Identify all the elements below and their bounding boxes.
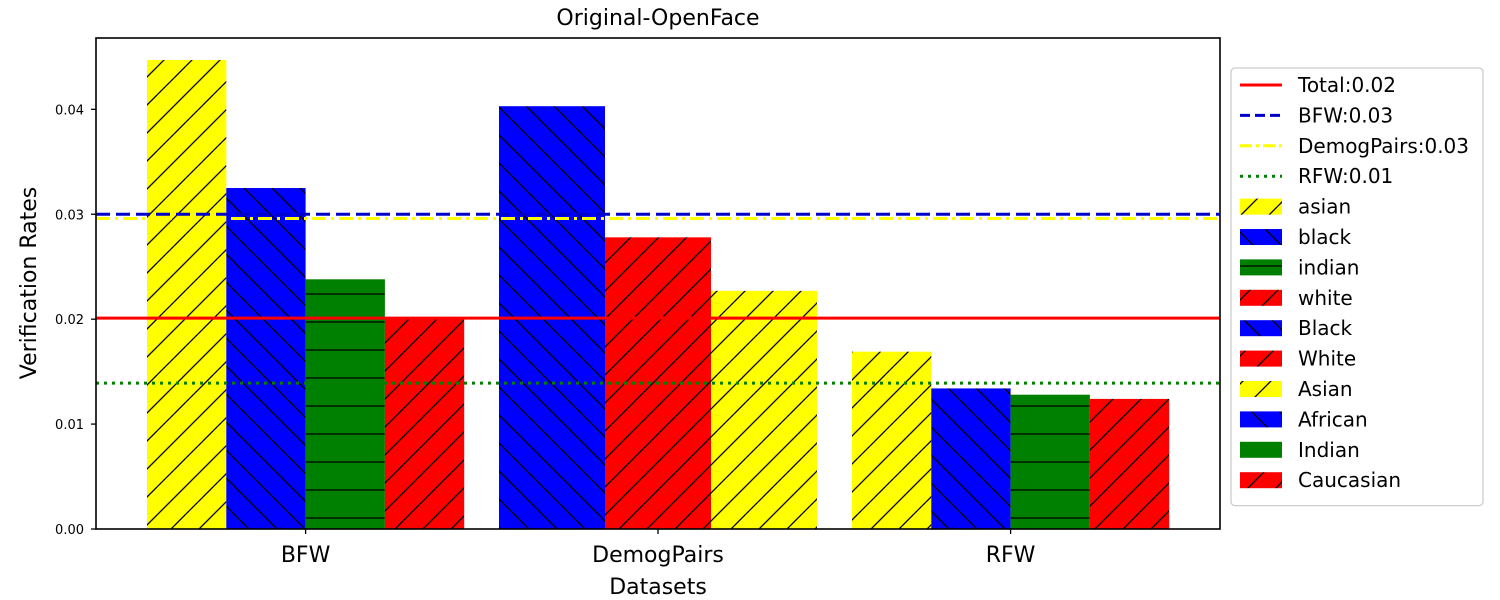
bar-rfw-caucasian — [1089, 398, 1170, 529]
x-axis: BFW DemogPairs RFW — [281, 529, 1036, 568]
y-tick-label: 0.01 — [55, 418, 84, 433]
legend-item-rfw: RFW:0.01 — [1240, 164, 1393, 188]
legend-label: White — [1298, 347, 1356, 371]
legend-label: indian — [1298, 255, 1359, 279]
legend-item-black: black — [1240, 225, 1352, 249]
x-axis-label: Datasets — [609, 575, 707, 600]
legend-item-caucasian: Caucasian — [1240, 468, 1401, 492]
bar-rfw-african — [931, 388, 1011, 529]
legend-item-bfw: BFW:0.03 — [1240, 103, 1393, 127]
legend-item-total: Total:0.02 — [1240, 73, 1396, 97]
legend-item-white: White — [1240, 347, 1356, 371]
y-axis-label: Verification Rates — [17, 187, 42, 380]
legend-label: BFW:0.03 — [1298, 103, 1393, 127]
reference-lines — [96, 212, 1220, 385]
bar-bfw-white — [384, 318, 465, 529]
legend-label: Black — [1298, 316, 1353, 340]
legend-patch-swatch — [1240, 441, 1282, 458]
bars-layer — [147, 60, 1170, 530]
legend-patch-swatch — [1240, 259, 1282, 276]
legend-label: African — [1298, 407, 1368, 431]
legend-patch-swatch — [1240, 472, 1282, 489]
legend-label: asian — [1298, 195, 1351, 219]
y-tick-label: 0.04 — [55, 103, 84, 118]
legend-item-indian: indian — [1240, 255, 1359, 279]
legend-label: DemogPairs:0.03 — [1298, 134, 1469, 158]
legend: Total:0.02 BFW:0.03 DemogPairs:0.03 RFW:0.0… — [1230, 67, 1484, 507]
legend-item-african: African — [1240, 407, 1368, 431]
legend-label: white — [1298, 286, 1353, 310]
legend-label: Asian — [1298, 377, 1353, 401]
legend-patch-swatch — [1240, 350, 1282, 367]
chart-title: Original-OpenFace — [556, 6, 759, 31]
legend-item-indian: Indian — [1240, 438, 1360, 462]
legend-label: RFW:0.01 — [1298, 164, 1393, 188]
legend-patch-swatch — [1240, 289, 1282, 306]
legend-item-white: white — [1240, 286, 1353, 310]
x-tick-label: DemogPairs — [592, 543, 724, 568]
y-axis: 0.00 0.01 0.02 0.03 0.04 — [55, 103, 96, 538]
x-tick-label: RFW — [986, 543, 1036, 568]
bar-bfw-black — [226, 188, 306, 529]
bar-demogpairs-asian — [711, 290, 817, 529]
legend-label: black — [1298, 225, 1352, 249]
legend-item-asian: Asian — [1240, 377, 1353, 401]
legend-patch-swatch — [1240, 229, 1282, 245]
legend-label: Total:0.02 — [1297, 73, 1396, 97]
y-tick-label: 0.02 — [55, 313, 84, 328]
legend-label: Caucasian — [1298, 468, 1401, 492]
legend-label: Indian — [1298, 438, 1360, 462]
legend-item-black: Black — [1240, 316, 1353, 340]
bar-rfw-asian — [852, 351, 932, 529]
y-tick-label: 0.03 — [55, 208, 84, 223]
bar-bfw-indian — [305, 279, 385, 529]
legend-patch-swatch — [1240, 320, 1282, 337]
legend-patch-swatch — [1240, 381, 1282, 397]
x-tick-label: BFW — [281, 543, 331, 568]
bar-bfw-asian — [147, 60, 227, 530]
legend-item-demogpairs: DemogPairs:0.03 — [1240, 134, 1469, 158]
legend-patch-swatch — [1240, 198, 1282, 215]
y-tick-label: 0.00 — [55, 523, 84, 538]
legend-item-asian: asian — [1240, 195, 1351, 219]
legend-patch-swatch — [1240, 411, 1282, 428]
bar-rfw-indian — [1010, 394, 1090, 529]
legend-box — [1230, 67, 1484, 507]
